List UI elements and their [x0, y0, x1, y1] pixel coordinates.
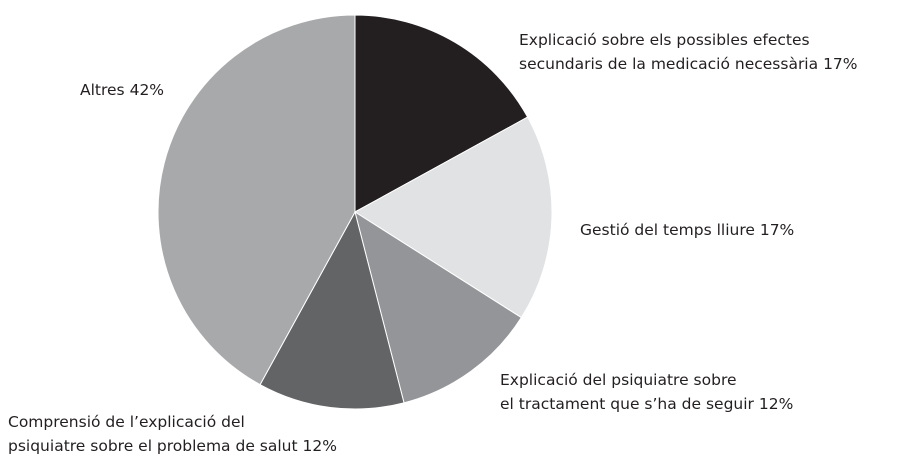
pie-slice — [354, 116, 553, 319]
value-label: 12% — [758, 395, 794, 413]
pie-slice — [354, 210, 523, 404]
value-label: 17% — [823, 55, 858, 73]
slice-label: Gestió del temps lliure 17% — [580, 218, 794, 242]
value-label: 17% — [759, 221, 795, 239]
category-label: Explicació sobre els possibles efectes s… — [519, 31, 819, 73]
category-label: Explicació del psiquiatre sobre el tract… — [500, 371, 754, 413]
slice-label: Explicació sobre els possibles efectes s… — [519, 28, 858, 76]
slice-label: Explicació del psiquiatre sobre el tract… — [500, 368, 793, 416]
pie-slice — [354, 14, 529, 213]
pie-slice — [157, 14, 356, 386]
slice-label: Altres 42% — [80, 78, 164, 102]
slice-label: Comprensió de l’explicació del psiquiatr… — [8, 410, 337, 458]
category-label: Altres — [80, 81, 125, 99]
pie-slice — [259, 210, 405, 410]
value-label: 42% — [129, 81, 165, 99]
value-label: 12% — [302, 437, 337, 455]
category-label: Comprensió de l’explicació del psiquiatr… — [8, 413, 298, 455]
category-label: Gestió del temps lliure — [580, 221, 755, 239]
